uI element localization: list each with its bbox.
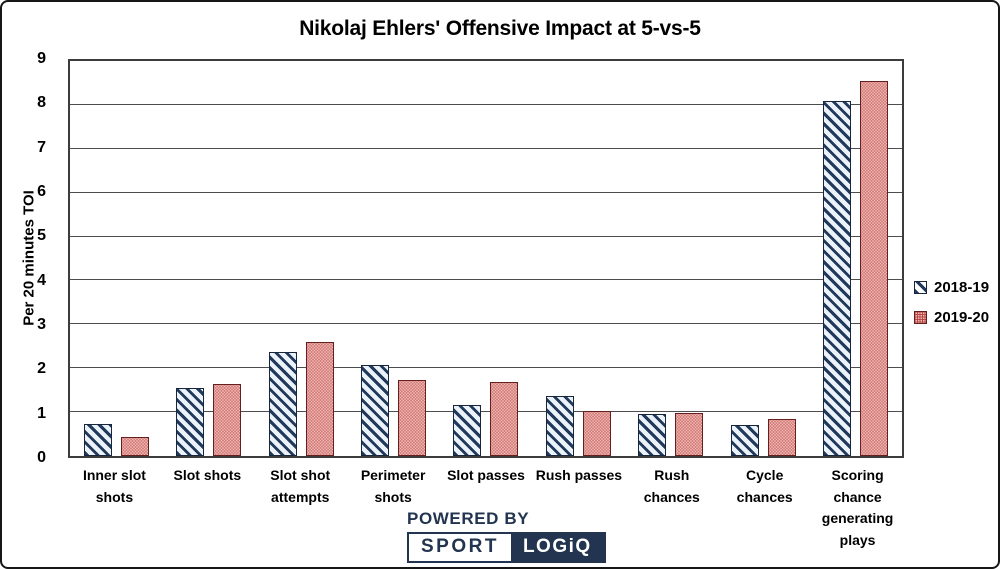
branding: POWERED BY SPORT LOGiQ — [407, 509, 606, 563]
gridline — [70, 367, 902, 369]
bar-2018-19 — [453, 404, 482, 456]
legend-item-2019-20: 2019-20 — [914, 309, 989, 326]
bar-2018-19 — [361, 365, 390, 456]
y-tick-label: 4 — [37, 271, 46, 289]
y-tick-label: 7 — [37, 138, 46, 156]
bar-group — [810, 61, 902, 456]
gridline — [70, 235, 902, 237]
category-label: Inner slot shots — [82, 467, 146, 505]
x-axis-category-labels: Inner slot shots Slot shots Slot shot atte… — [68, 465, 904, 552]
bar-2019-20 — [767, 419, 796, 456]
bar-group — [70, 61, 162, 456]
gridline — [70, 323, 902, 325]
bar-2019-20 — [120, 436, 149, 456]
y-tick-label: 1 — [37, 404, 46, 422]
bar-group — [347, 61, 439, 456]
bar-2018-19 — [730, 424, 759, 456]
bar-group — [625, 61, 717, 456]
y-tick-label: 3 — [37, 316, 46, 334]
bar-2019-20 — [860, 80, 889, 456]
y-tick-label: 5 — [37, 227, 46, 245]
legend-label: 2018-19 — [934, 279, 990, 296]
legend-label: 2019-20 — [934, 309, 990, 326]
bar-2018-19 — [176, 387, 205, 456]
y-axis-tick-labels: 0 1 2 3 4 5 6 7 8 9 — [2, 51, 58, 466]
bar-2019-20 — [490, 382, 519, 456]
category-label: Rush chances — [643, 467, 700, 505]
category-label: Slot shots — [173, 467, 242, 483]
bar-2019-20 — [675, 413, 704, 456]
gridline — [70, 191, 902, 193]
y-tick-label: 6 — [37, 183, 46, 201]
y-tick-label: 8 — [37, 94, 46, 112]
bar-2018-19 — [823, 101, 852, 456]
y-tick-label: 9 — [37, 50, 46, 67]
legend-item-2018-19: 2018-19 — [914, 279, 989, 296]
category-label: Slot passes — [447, 467, 525, 483]
bar-group — [255, 61, 347, 456]
bar-groups — [70, 61, 902, 456]
bar-2018-19 — [638, 413, 667, 456]
bar-2019-20 — [305, 341, 334, 456]
bar-group — [717, 61, 809, 456]
bar-2019-20 — [213, 384, 242, 456]
legend-swatch-icon — [914, 311, 927, 324]
sportlogiq-logo: SPORT LOGiQ — [407, 532, 606, 563]
logo-logiq-text: LOGiQ — [510, 534, 604, 561]
bar-2018-19 — [545, 395, 574, 456]
bar-2018-19 — [83, 423, 112, 456]
legend-swatch-icon — [914, 281, 927, 294]
bar-2018-19 — [268, 352, 297, 456]
bar-2019-20 — [398, 380, 427, 456]
category-label: Scoring chance generating plays — [821, 467, 894, 549]
chart-title: Nikolaj Ehlers' Offensive Impact at 5-vs… — [299, 17, 701, 40]
bar-group — [532, 61, 624, 456]
bar-group — [440, 61, 532, 456]
gridline — [70, 411, 902, 413]
logo-sport-text: SPORT — [409, 534, 511, 561]
bar-2019-20 — [582, 410, 611, 456]
plot-area — [68, 59, 904, 458]
category-label: Slot shot attempts — [270, 467, 331, 505]
category-label: Rush passes — [535, 467, 623, 483]
legend: 2018-19 2019-20 — [914, 279, 989, 326]
bar-group — [162, 61, 254, 456]
y-tick-label: 2 — [37, 360, 46, 378]
category-label: Perimeter shots — [360, 467, 426, 505]
gridline — [70, 279, 902, 281]
gridline — [70, 147, 902, 149]
category-label: Cycle chances — [736, 467, 793, 505]
powered-by-text: POWERED BY — [407, 509, 530, 528]
y-tick-label: 0 — [37, 449, 46, 466]
gridline — [70, 103, 902, 105]
